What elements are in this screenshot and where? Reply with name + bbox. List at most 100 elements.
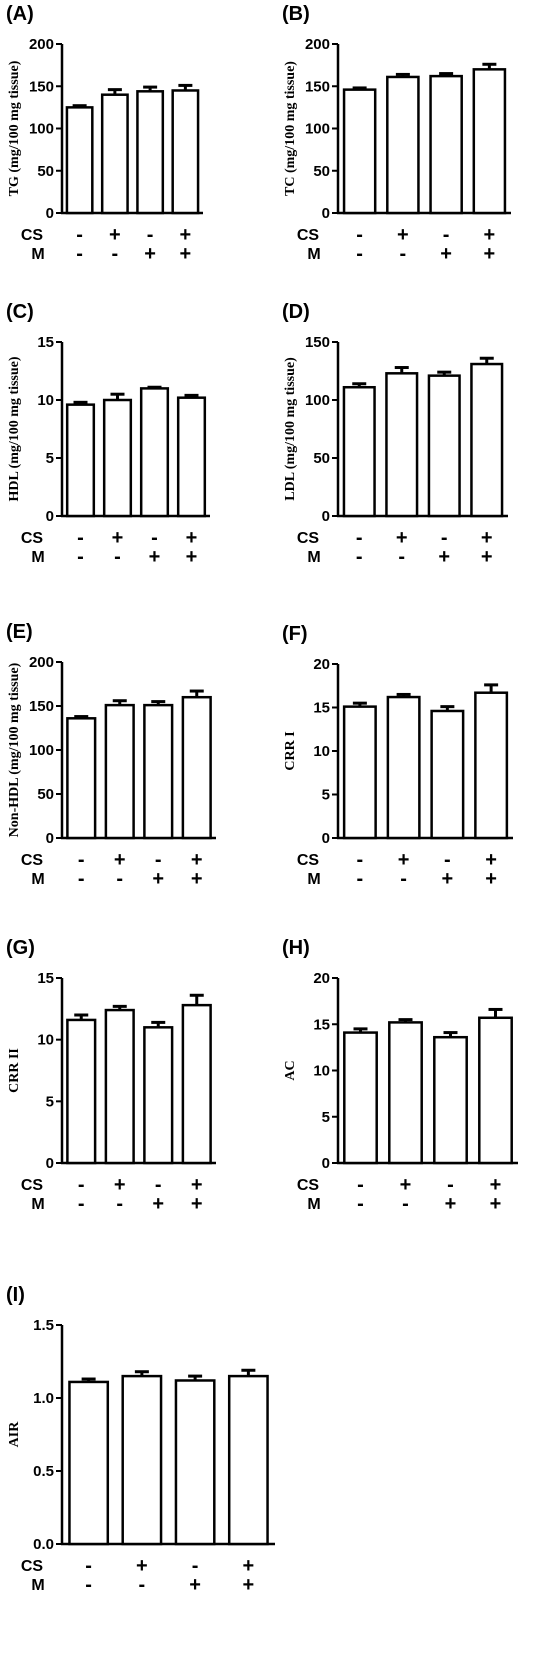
bar [104, 703, 135, 840]
group-sign: + [445, 1193, 457, 1215]
group-sign: - [443, 224, 450, 246]
y-axis-label: LDL (mg/100 mg tissue) [283, 357, 298, 501]
y-tick-label: 100 [29, 121, 54, 138]
group-sign: - [357, 868, 364, 890]
y-tick-label: 15 [313, 1016, 330, 1033]
y-tick-label: 10 [37, 392, 54, 409]
group-sign: + [243, 1555, 255, 1577]
bar [104, 1008, 135, 1165]
group-sign: + [191, 1174, 203, 1196]
group-row-label: M [307, 1196, 320, 1213]
bar [342, 385, 376, 518]
group-sign: + [112, 527, 124, 549]
bar [139, 387, 170, 518]
group-sign: + [114, 1174, 126, 1196]
y-tick-label: 10 [313, 1063, 330, 1080]
y-tick-label: 15 [37, 334, 54, 351]
group-row-label: M [31, 246, 44, 263]
group-sign: + [485, 849, 497, 871]
bar [100, 93, 129, 215]
group-row-label: CS [21, 530, 44, 547]
group-sign: - [78, 868, 85, 890]
group-sign: + [114, 849, 126, 871]
y-tick-label: 200 [29, 36, 54, 53]
group-sign: - [85, 1574, 92, 1596]
group-sign: - [400, 868, 407, 890]
group-sign: + [490, 1174, 502, 1196]
bar [472, 68, 507, 215]
group-sign: - [116, 868, 123, 890]
panel-label: (H) [282, 937, 310, 959]
group-sign: - [76, 224, 83, 246]
y-tick-label: 15 [37, 970, 54, 987]
y-tick-label: 0 [46, 1155, 54, 1172]
y-tick-label: 20 [313, 970, 330, 987]
y-axis-label: CRR I [283, 731, 298, 770]
group-sign: + [485, 868, 497, 890]
bar [121, 1374, 163, 1546]
group-sign: - [76, 243, 83, 265]
group-row-label: M [31, 871, 44, 888]
group-sign: - [356, 224, 363, 246]
bar [65, 106, 94, 215]
y-tick-label: 0 [322, 508, 330, 525]
group-row-label: CS [21, 1558, 44, 1575]
panel-e: (E) Non-HDL (mg/100 mg tissue) 0 50 100 150 20… [6, 621, 216, 890]
group-sign: - [147, 224, 154, 246]
group-sign: + [484, 243, 496, 265]
group-sign: + [397, 224, 409, 246]
y-axis-label: AC [283, 1060, 298, 1080]
y-tick-label: 0 [46, 830, 54, 847]
group-sign: - [398, 546, 405, 568]
group-sign: - [356, 546, 363, 568]
group-sign: + [481, 527, 493, 549]
group-sign: - [357, 1193, 364, 1215]
group-sign: - [357, 1174, 364, 1196]
group-sign: + [149, 546, 161, 568]
y-tick-label: 0 [46, 205, 54, 222]
bar [176, 396, 207, 518]
bar [385, 372, 419, 518]
y-tick-label: 10 [37, 1032, 54, 1049]
y-tick-label: 150 [305, 78, 330, 95]
group-sign: - [116, 1193, 123, 1215]
group-sign: + [442, 868, 454, 890]
bar [343, 1031, 378, 1165]
y-tick-label: 0 [322, 205, 330, 222]
y-axis-label: CRR II [7, 1048, 22, 1093]
y-tick-label: 0 [46, 508, 54, 525]
y-tick-label: 0.0 [33, 1536, 54, 1553]
group-sign: + [152, 868, 164, 890]
bar [102, 398, 133, 518]
group-sign: - [78, 1193, 85, 1215]
bar [227, 1374, 269, 1546]
y-tick-label: 100 [305, 392, 330, 409]
bar [429, 74, 463, 215]
group-sign: - [400, 243, 407, 265]
bar [65, 403, 96, 518]
group-sign: + [398, 849, 410, 871]
y-tick-label: 50 [313, 163, 330, 180]
group-row-label: CS [21, 1177, 44, 1194]
y-axis-label: TG (mg/100 mg tissue) [7, 60, 22, 196]
group-row-label: CS [297, 530, 320, 547]
group-sign: + [490, 1193, 502, 1215]
y-tick-label: 150 [305, 334, 330, 351]
bar [66, 717, 97, 840]
panel-label: (G) [6, 937, 35, 959]
group-sign: - [356, 527, 363, 549]
y-tick-label: 150 [29, 78, 54, 95]
y-tick-label: 5 [46, 450, 54, 467]
group-sign: - [85, 1555, 92, 1577]
bar [478, 1016, 513, 1165]
group-sign: - [114, 546, 121, 568]
y-axis-label: HDL (mg/100 mg tissue) [7, 356, 22, 501]
group-row-label: M [307, 549, 320, 566]
bar [342, 88, 377, 215]
group-sign: + [144, 243, 156, 265]
group-sign: + [180, 224, 192, 246]
